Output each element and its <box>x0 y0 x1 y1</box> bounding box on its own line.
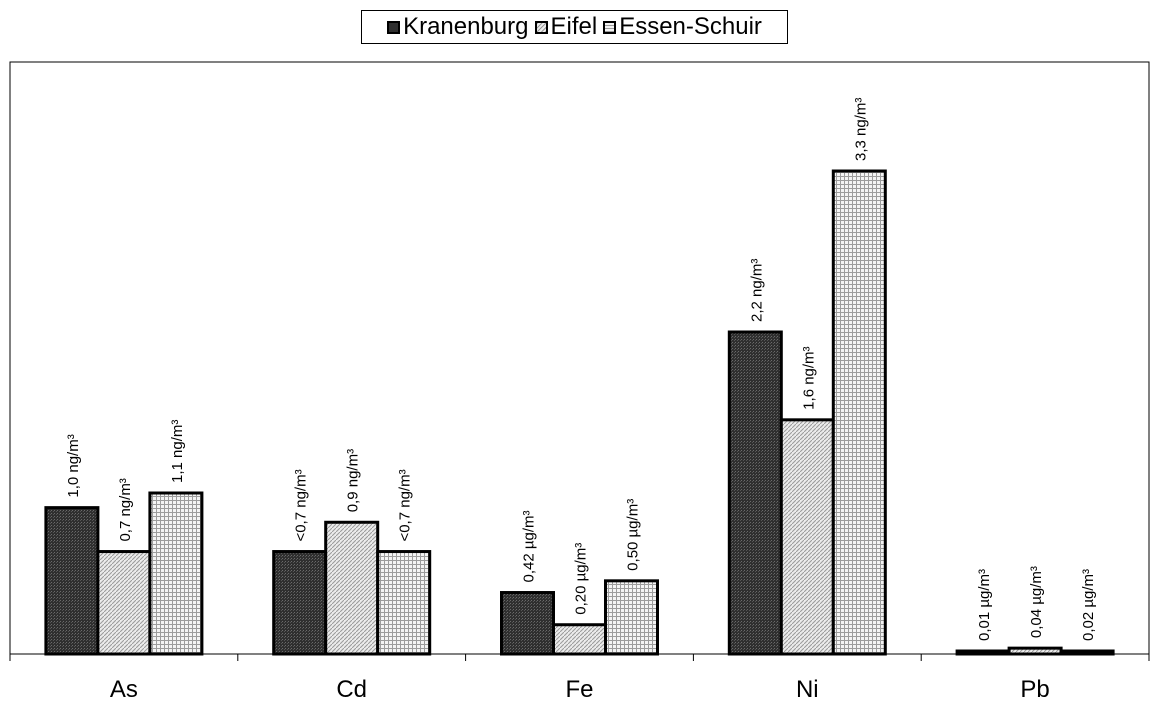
value-label-essen-schuir-ni: 3,3 ng/m³ <box>852 98 869 161</box>
bar-eifel-fe <box>552 623 607 656</box>
value-label-kranenburg-pb: 0,01 µg/m³ <box>976 569 993 641</box>
value-label-eifel-fe: 0,20 µg/m³ <box>573 543 590 615</box>
category-label-as: As <box>110 676 138 703</box>
bar-essen-schuir-cd <box>376 550 432 656</box>
category-label-cd: Cd <box>336 676 367 703</box>
bar-eifel-ni <box>779 418 835 656</box>
category-label-fe: Fe <box>565 676 593 703</box>
bar-essen-schuir-as <box>148 491 204 656</box>
legend-label-eifel: Eifel <box>550 13 598 40</box>
bar-eifel-as <box>96 550 152 656</box>
legend-swatch-kranenburg <box>387 20 401 34</box>
value-label-essen-schuir-as: 1,1 ng/m³ <box>169 420 186 483</box>
bar-kranenburg-fe <box>500 591 555 656</box>
legend: Kranenburg Eifel Essen-Schuir <box>361 10 788 44</box>
bar-kranenburg-ni <box>727 330 783 656</box>
value-label-kranenburg-ni: 2,2 ng/m³ <box>748 259 765 322</box>
legend-item-essen-schuir: Essen-Schuir <box>603 13 762 41</box>
bar-kranenburg-as <box>44 506 100 656</box>
legend-item-kranenburg: Kranenburg <box>387 13 529 41</box>
category-label-ni: Ni <box>796 676 819 703</box>
value-label-eifel-as: 0,7 ng/m³ <box>117 478 134 541</box>
bar-eifel-pb <box>1007 646 1063 656</box>
value-label-essen-schuir-fe: 0,50 µg/m³ <box>625 499 642 571</box>
bar-eifel-cd <box>324 520 380 656</box>
legend-swatch-essen-schuir <box>603 20 617 34</box>
category-label-pb: Pb <box>1020 676 1049 703</box>
value-label-eifel-ni: 1,6 ng/m³ <box>800 346 817 409</box>
bar-kranenburg-cd <box>272 550 328 656</box>
value-label-essen-schuir-pb: 0,02 µg/m³ <box>1080 569 1097 641</box>
value-label-eifel-cd: 0,9 ng/m³ <box>345 449 362 512</box>
legend-swatch-eifel <box>534 20 548 34</box>
value-label-essen-schuir-cd: <0,7 ng/m³ <box>397 469 414 541</box>
value-label-eifel-pb: 0,04 µg/m³ <box>1028 566 1045 638</box>
legend-label-kranenburg: Kranenburg <box>403 13 529 40</box>
value-label-kranenburg-fe: 0,42 µg/m³ <box>521 511 538 583</box>
value-label-kranenburg-as: 1,0 ng/m³ <box>65 434 82 497</box>
legend-label-essen-schuir: Essen-Schuir <box>619 13 762 40</box>
value-label-kranenburg-cd: <0,7 ng/m³ <box>293 469 310 541</box>
bar-essen-schuir-ni <box>831 169 887 656</box>
bar-essen-schuir-fe <box>604 579 659 656</box>
legend-item-eifel: Eifel <box>534 13 598 41</box>
